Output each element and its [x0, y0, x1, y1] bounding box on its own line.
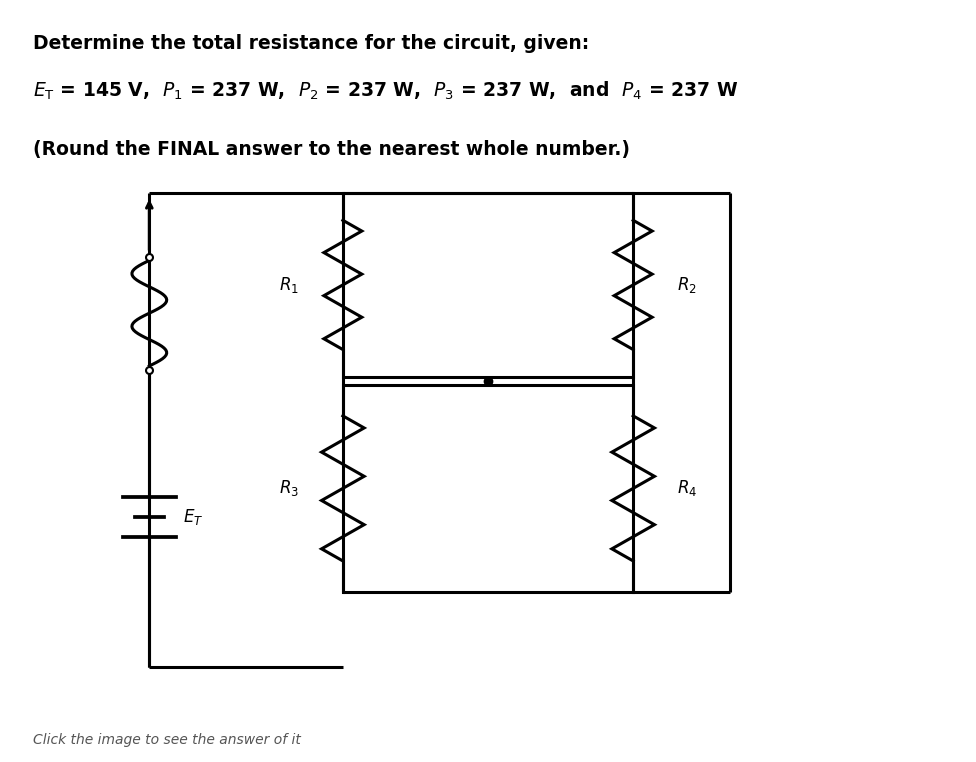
Text: $R_2$: $R_2$ [676, 275, 697, 295]
Text: (Round the FINAL answer to the nearest whole number.): (Round the FINAL answer to the nearest w… [33, 139, 630, 158]
Text: $R_4$: $R_4$ [676, 479, 697, 498]
Text: $R_1$: $R_1$ [279, 275, 300, 295]
Text: $\it{E}_{\rm{T}}$ = 145 V,  $\it{P}_{\rm{1}}$ = 237 W,  $\it{P}_{\rm{2}}$ = 237 : $\it{E}_{\rm{T}}$ = 145 V, $\it{P}_{\rm{… [33, 79, 739, 102]
Text: $R_3$: $R_3$ [279, 479, 300, 498]
Text: Determine the total resistance for the circuit, given:: Determine the total resistance for the c… [33, 34, 590, 53]
Text: Click the image to see the answer of it: Click the image to see the answer of it [33, 732, 301, 747]
Text: $E_T$: $E_T$ [183, 507, 204, 527]
